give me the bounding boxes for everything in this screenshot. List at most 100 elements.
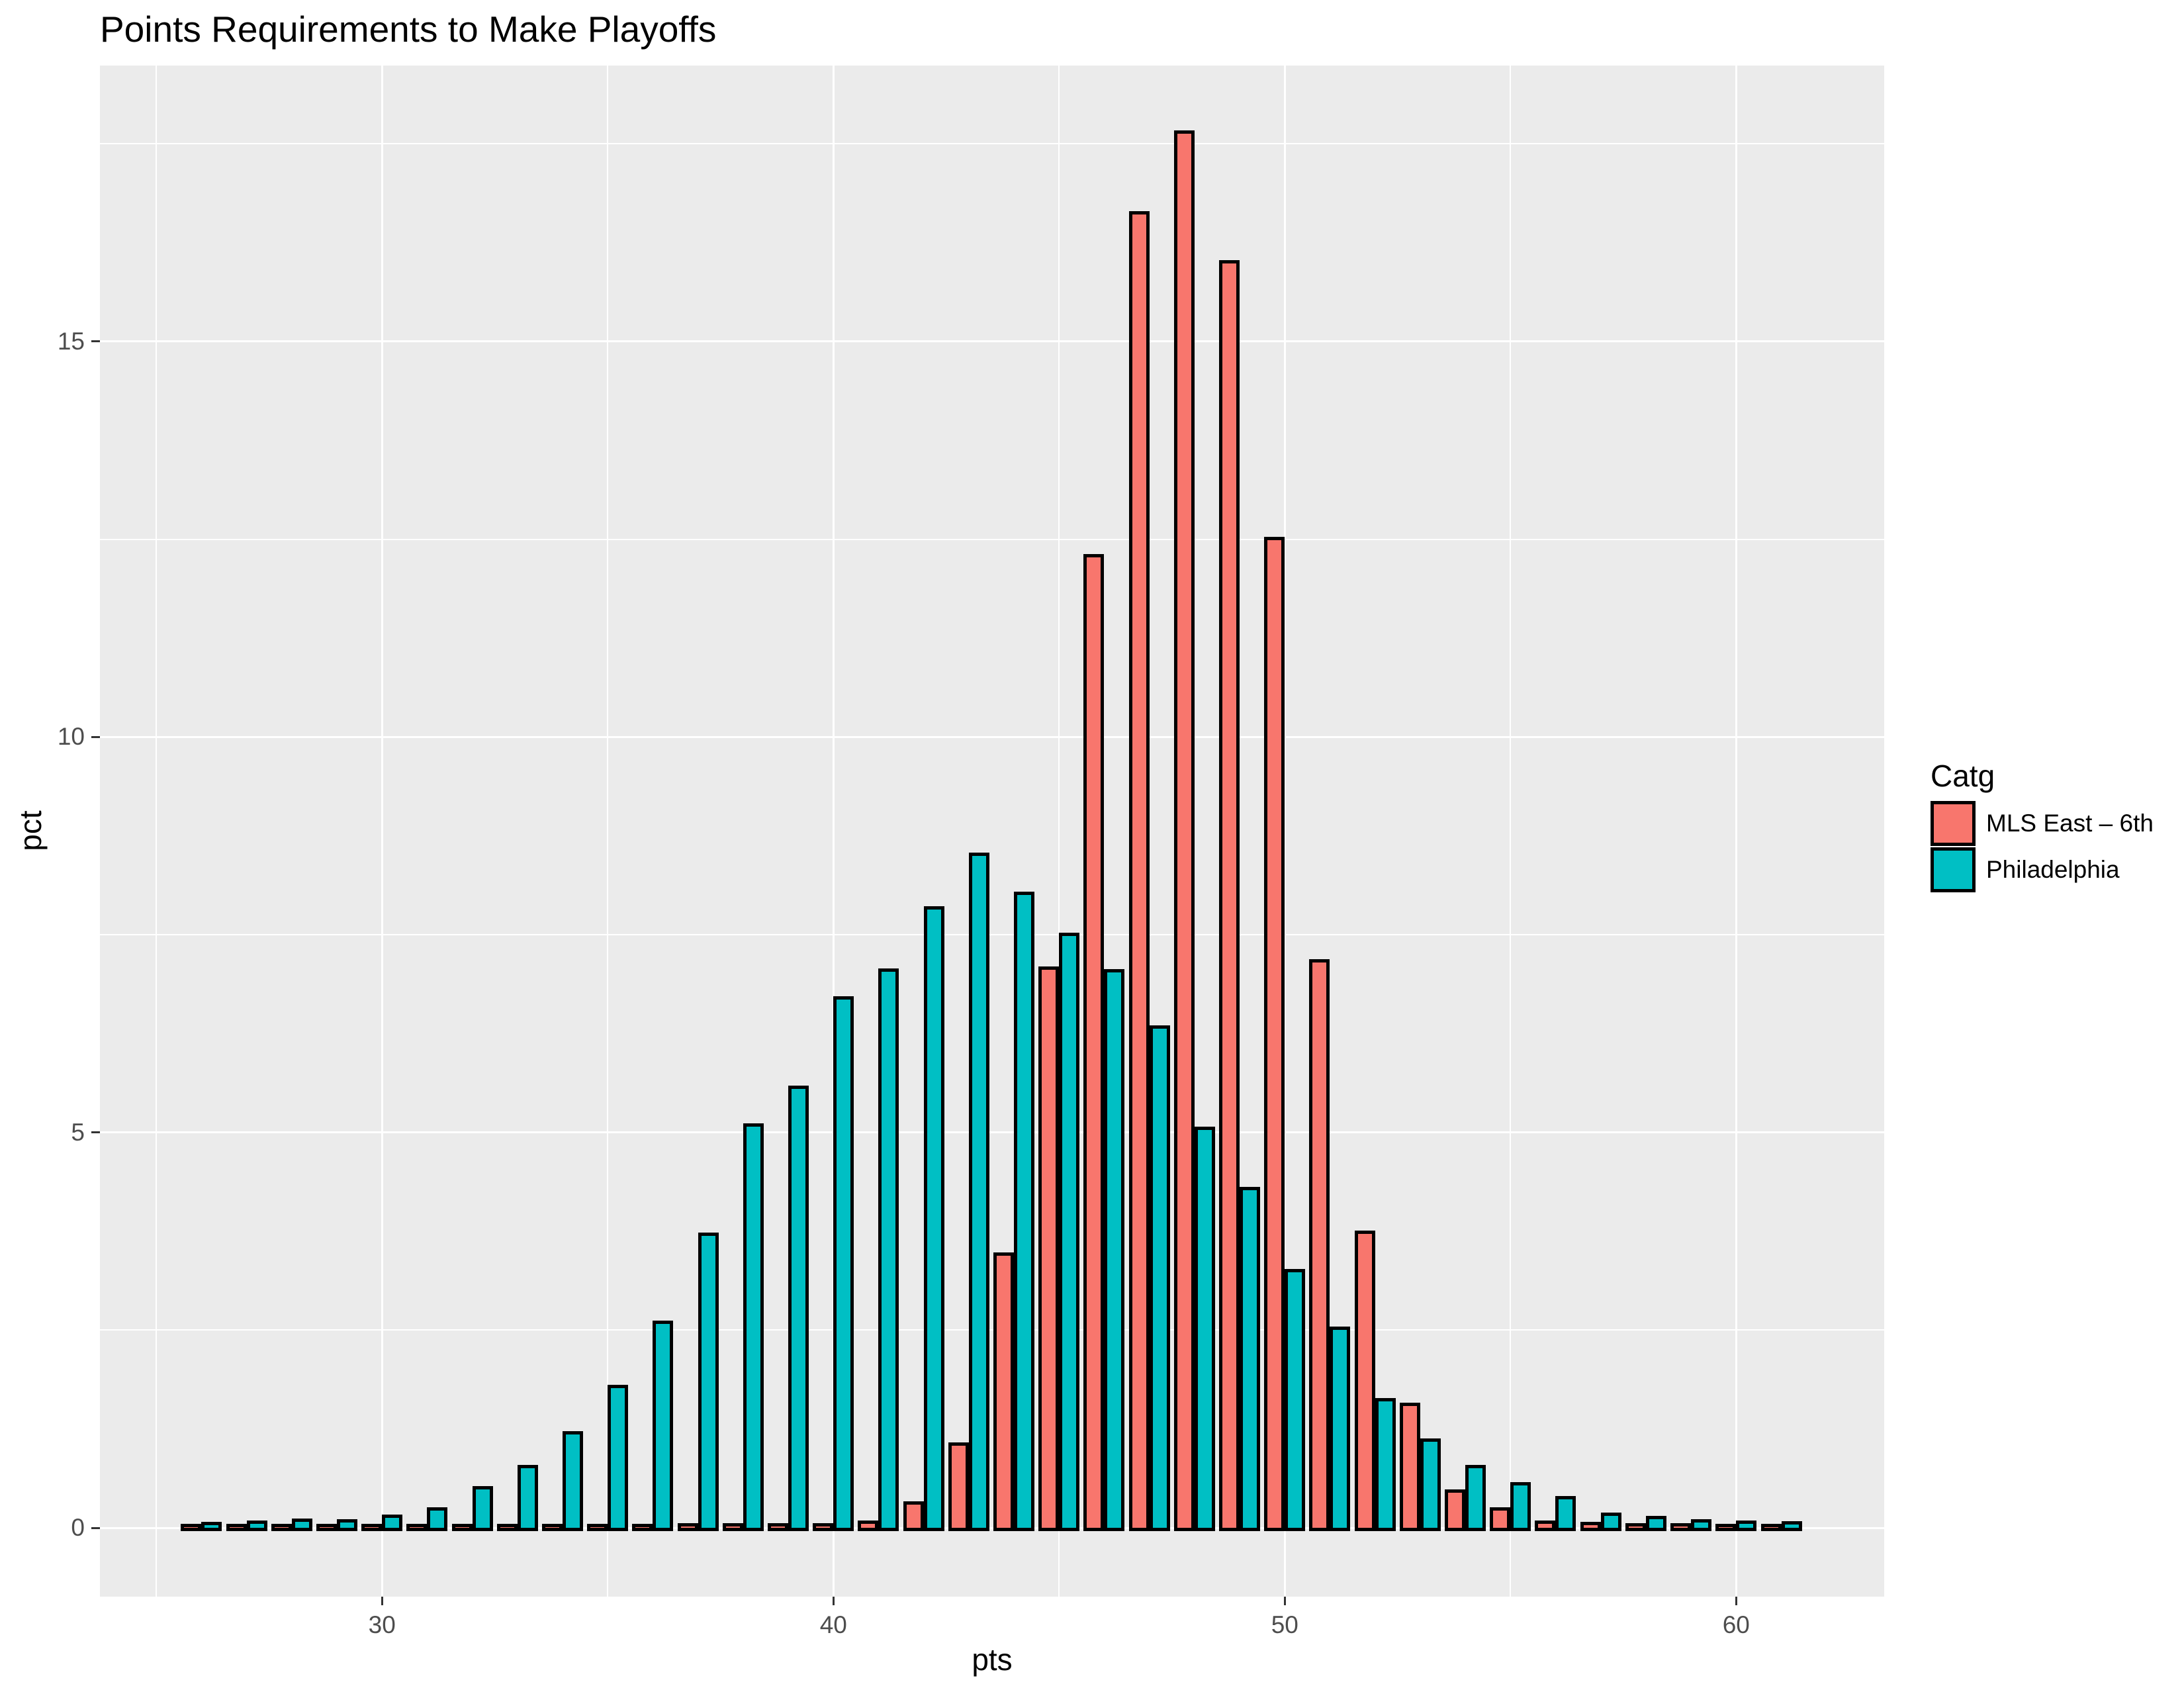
bar-philadelphia-pts-59: [1691, 1519, 1712, 1532]
bar-philadelphia-pts-46: [1104, 969, 1125, 1532]
bar-philadelphia-pts-48: [1194, 1127, 1215, 1532]
bar-philadelphia-pts-56: [1555, 1496, 1576, 1532]
x-tick-label: 50: [1271, 1611, 1298, 1638]
gridline-minor-y: [100, 143, 1884, 145]
bar-philadelphia-pts-35: [608, 1384, 629, 1532]
gridline-major-y: [100, 1131, 1884, 1134]
bar-mls-east-pts-33: [496, 1523, 518, 1532]
bar-philadelphia-pts-31: [427, 1507, 448, 1532]
bar-philadelphia-pts-36: [653, 1320, 674, 1532]
bar-philadelphia-pts-45: [1059, 933, 1080, 1532]
bar-mls-east-pts-54: [1445, 1489, 1466, 1532]
bar-philadelphia-pts-32: [472, 1485, 493, 1532]
bar-mls-east-pts-43: [948, 1442, 969, 1532]
gridline-minor-x: [1058, 66, 1060, 1597]
bar-mls-east-pts-28: [271, 1523, 292, 1532]
bar-philadelphia-pts-29: [337, 1519, 358, 1532]
y-tick-label: 10: [57, 723, 85, 751]
gridline-major-x: [1283, 66, 1286, 1597]
bar-philadelphia-pts-27: [246, 1521, 267, 1532]
y-tick: [91, 735, 100, 738]
bar-philadelphia-pts-41: [878, 968, 899, 1532]
legend-key-swatch: [1931, 801, 1976, 846]
bar-mls-east-pts-58: [1625, 1523, 1646, 1532]
bar-mls-east-pts-60: [1715, 1523, 1737, 1532]
x-tick: [1735, 1597, 1737, 1605]
bar-mls-east-pts-42: [903, 1501, 924, 1532]
x-tick: [832, 1597, 835, 1605]
bar-mls-east-pts-39: [768, 1523, 789, 1532]
bar-mls-east-pts-53: [1399, 1403, 1420, 1532]
legend-item: Philadelphia: [1931, 847, 2182, 892]
y-tick-label: 15: [57, 327, 85, 355]
bar-philadelphia-pts-37: [698, 1233, 719, 1532]
bar-philadelphia-pts-61: [1781, 1521, 1802, 1532]
gridline-minor-y: [100, 934, 1884, 935]
plot-title: Points Requirements to Make Playoffs: [100, 9, 717, 50]
gridline-major-x: [1735, 66, 1737, 1597]
bar-philadelphia-pts-42: [923, 906, 944, 1532]
bar-philadelphia-pts-52: [1375, 1397, 1396, 1532]
bar-mls-east-pts-51: [1309, 959, 1330, 1532]
gridline-minor-y: [100, 538, 1884, 540]
bar-mls-east-pts-50: [1264, 536, 1285, 1532]
legend-title: Catg: [1931, 759, 1995, 793]
bar-philadelphia-pts-50: [1285, 1269, 1306, 1532]
gridline-major-x: [832, 66, 835, 1597]
gridline-minor-y: [100, 1329, 1884, 1331]
bar-philadelphia-pts-51: [1330, 1327, 1351, 1532]
y-tick: [91, 1131, 100, 1134]
bar-philadelphia-pts-47: [1149, 1025, 1170, 1532]
bar-philadelphia-pts-57: [1600, 1513, 1621, 1532]
bar-mls-east-pts-44: [993, 1252, 1015, 1532]
bar-mls-east-pts-27: [226, 1523, 247, 1532]
bar-philadelphia-pts-30: [382, 1514, 403, 1532]
bar-mls-east-pts-40: [813, 1523, 834, 1532]
y-tick: [91, 340, 100, 343]
bar-mls-east-pts-45: [1038, 966, 1060, 1532]
bar-mls-east-pts-49: [1219, 259, 1240, 1532]
y-tick: [91, 1526, 100, 1529]
bar-philadelphia-pts-38: [743, 1123, 764, 1532]
bar-philadelphia-pts-26: [201, 1522, 222, 1532]
legend-item-label: Philadelphia: [1986, 856, 2120, 883]
x-tick-label: 30: [368, 1611, 396, 1638]
bar-mls-east-pts-34: [542, 1523, 563, 1532]
bar-mls-east-pts-47: [1128, 211, 1150, 1532]
bar-philadelphia-pts-53: [1420, 1438, 1441, 1532]
bar-mls-east-pts-31: [406, 1523, 428, 1532]
bar-mls-east-pts-37: [677, 1523, 698, 1532]
x-tick: [381, 1597, 383, 1605]
plot-panel: [100, 66, 1884, 1597]
y-tick-label: 5: [71, 1118, 85, 1146]
bar-mls-east-pts-35: [587, 1523, 608, 1532]
bar-mls-east-pts-57: [1580, 1522, 1601, 1532]
y-tick-label: 0: [71, 1514, 85, 1542]
gridline-minor-x: [156, 66, 158, 1597]
bar-mls-east-pts-56: [1535, 1521, 1556, 1532]
gridline-major-y: [100, 1526, 1884, 1529]
bar-mls-east-pts-36: [632, 1523, 653, 1532]
gridline-major-y: [100, 340, 1884, 343]
bar-mls-east-pts-26: [181, 1523, 202, 1532]
bar-philadelphia-pts-58: [1645, 1515, 1666, 1532]
bar-philadelphia-pts-54: [1465, 1465, 1486, 1532]
bar-mls-east-pts-46: [1083, 554, 1105, 1532]
gridline-major-y: [100, 735, 1884, 738]
x-tick: [1283, 1597, 1286, 1605]
legend: Catg MLS East – 6th Philadelphia: [1931, 759, 2182, 894]
bar-mls-east-pts-52: [1354, 1230, 1375, 1532]
bar-philadelphia-pts-55: [1510, 1481, 1531, 1532]
legend-item: MLS East – 6th: [1931, 801, 2182, 846]
bar-philadelphia-pts-40: [833, 996, 854, 1532]
bar-philadelphia-pts-44: [1014, 892, 1035, 1532]
bar-mls-east-pts-32: [451, 1523, 473, 1532]
bar-philadelphia-pts-34: [563, 1431, 584, 1532]
bar-mls-east-pts-61: [1760, 1523, 1782, 1532]
bar-philadelphia-pts-49: [1240, 1186, 1261, 1532]
bar-philadelphia-pts-60: [1736, 1521, 1757, 1532]
gridline-minor-x: [1510, 66, 1512, 1597]
bar-philadelphia-pts-33: [517, 1465, 538, 1532]
bar-mls-east-pts-29: [316, 1523, 338, 1532]
